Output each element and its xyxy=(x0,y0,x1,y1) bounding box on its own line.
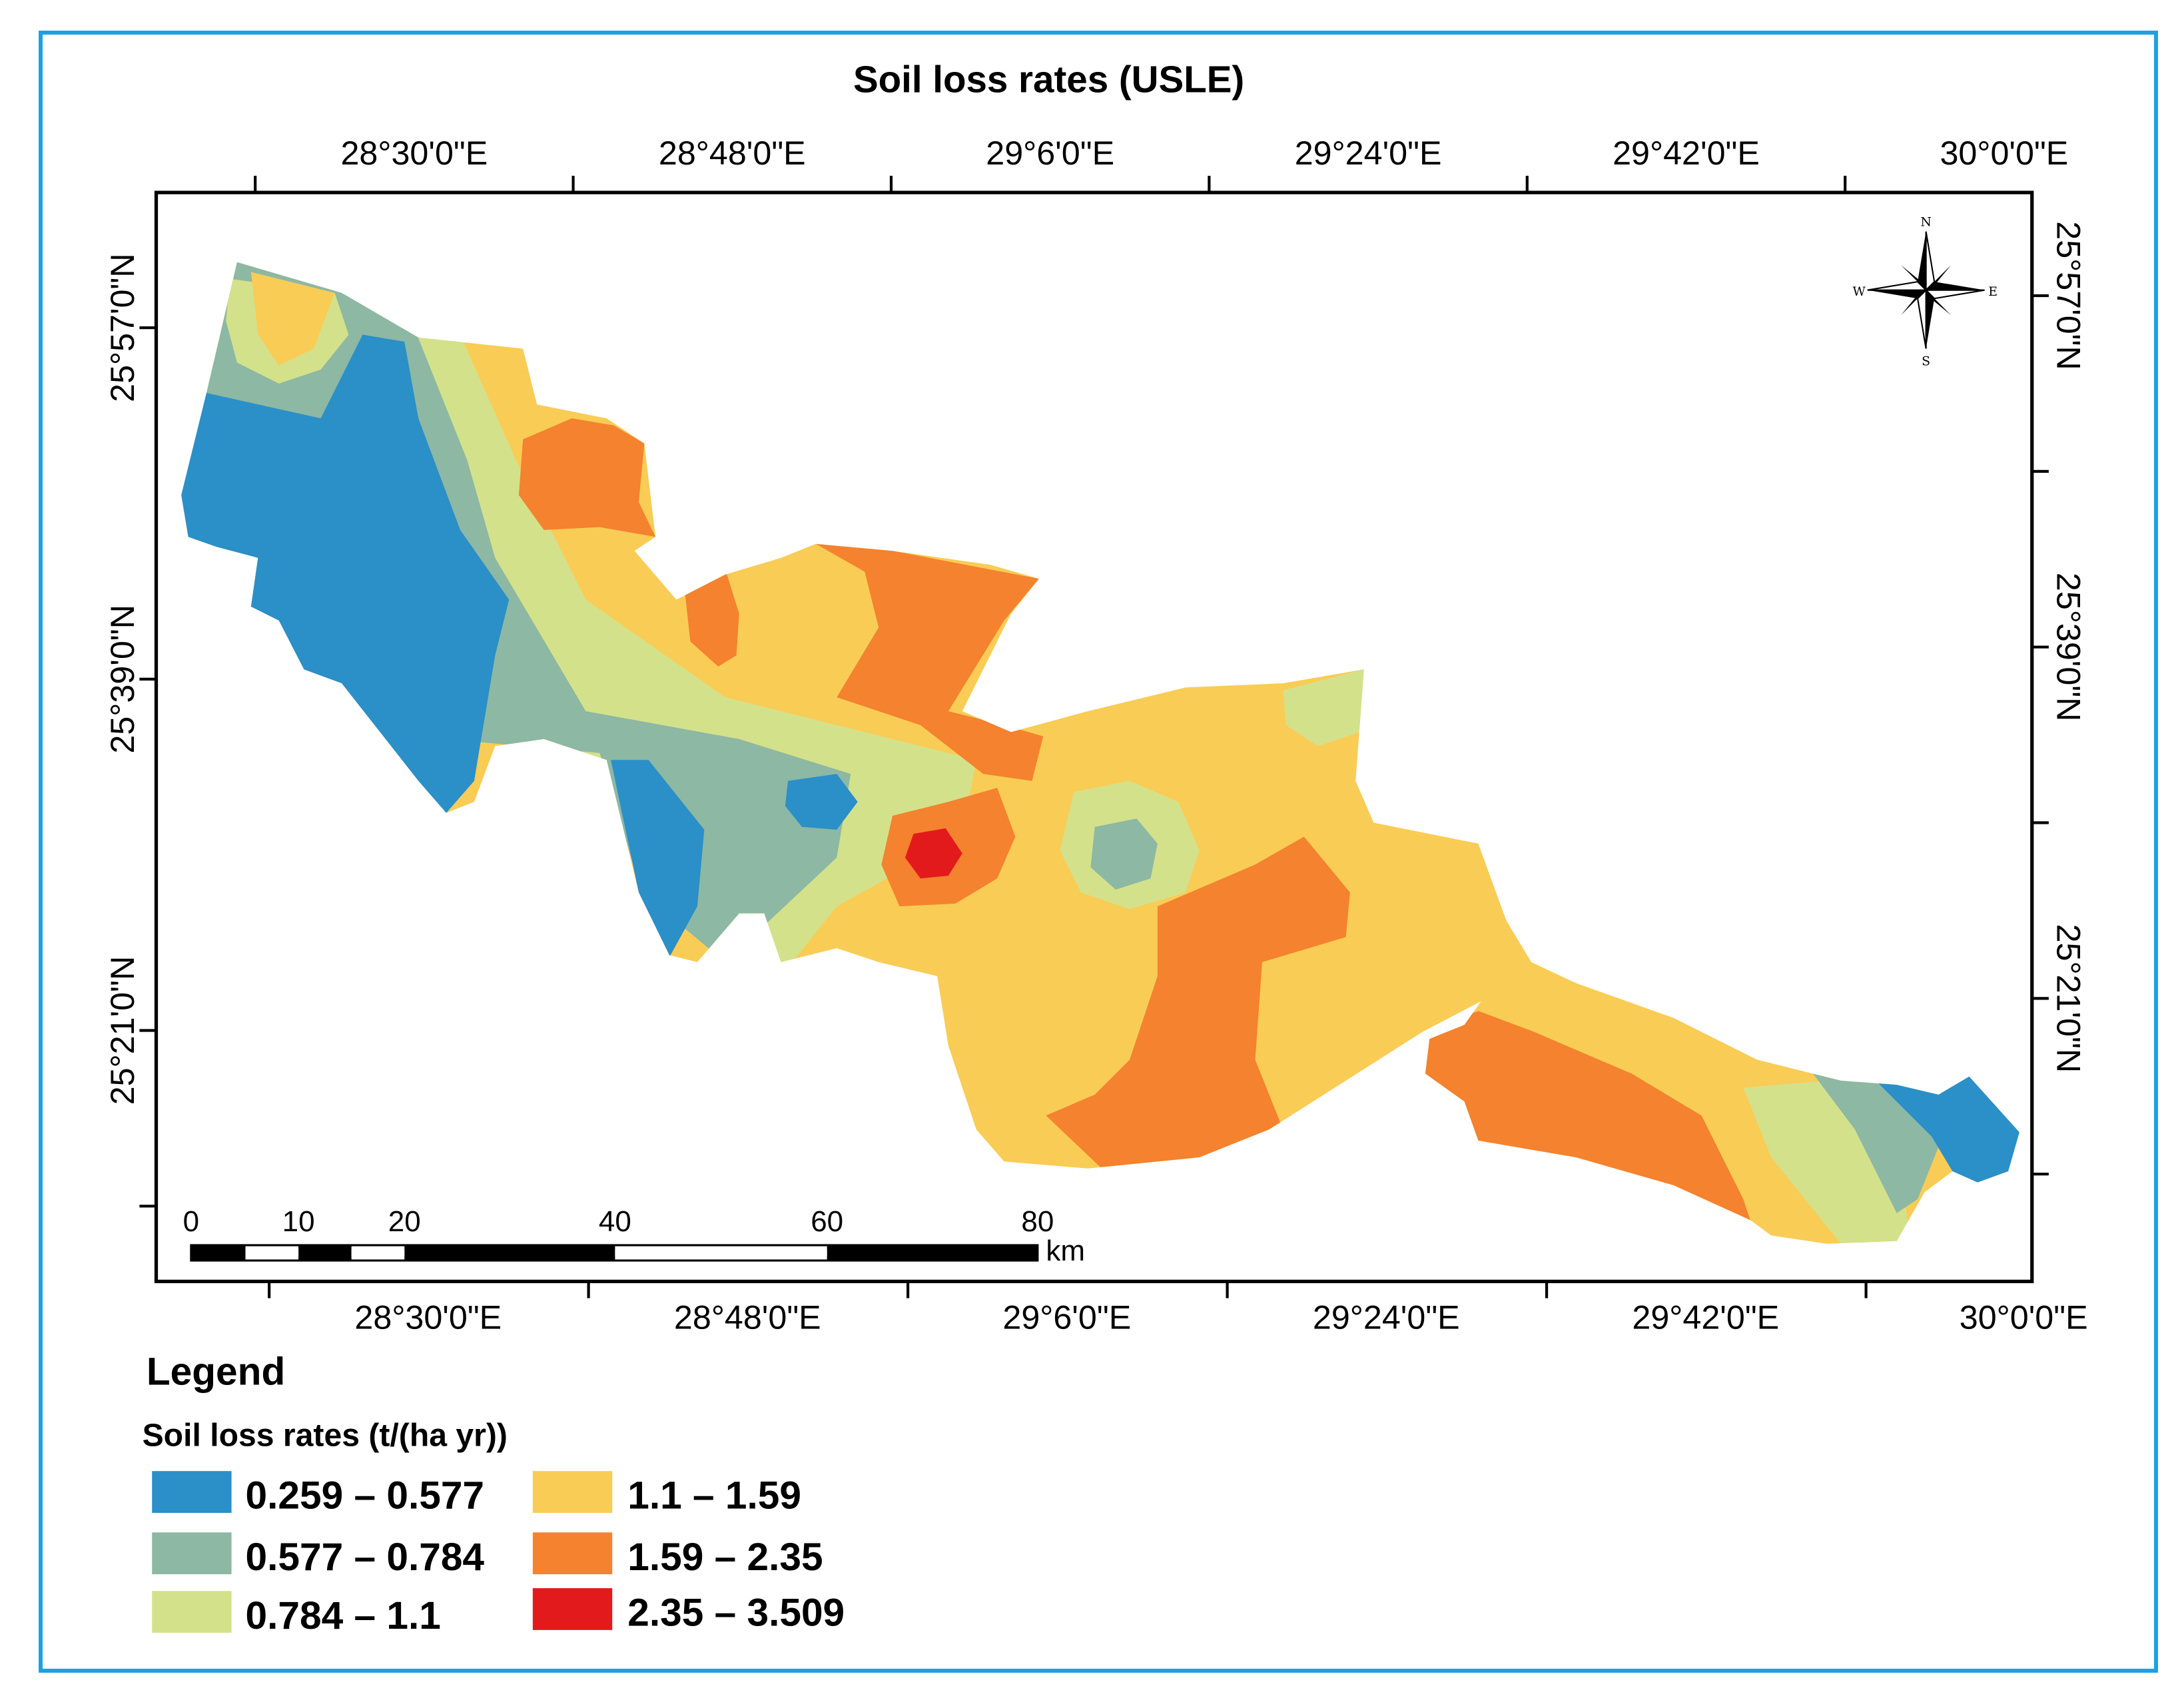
scale-tick-label: 10 xyxy=(282,1205,315,1238)
scale-tick-label: 0 xyxy=(183,1205,199,1238)
zone-class-1-center xyxy=(785,774,858,830)
lon-label-bottom: 29°24'0"E xyxy=(1313,1299,1460,1336)
legend-swatch-0 xyxy=(152,1471,232,1513)
lon-label-top: 28°48'0"E xyxy=(659,135,806,172)
legend-swatch-2 xyxy=(152,1591,232,1633)
map-title: Soil loss rates (USLE) xyxy=(853,58,1244,100)
legend-label: 0.577 – 0.784 xyxy=(246,1536,485,1579)
lat-label-right: 25°57'0"N xyxy=(2049,221,2087,370)
lat-label-right: 25°39'0"N xyxy=(2049,573,2087,722)
compass-s: S xyxy=(1922,355,1930,369)
bottom-longitude-labels: 28°30'0"E 28°48'0"E 29°6'0"E 29°24'0"E 2… xyxy=(354,1299,2087,1336)
scale-tick-label: 60 xyxy=(811,1205,843,1238)
zone-class-5-east xyxy=(1422,1011,1758,1241)
scale-bar: 0 10 20 40 60 80 km xyxy=(183,1205,1085,1267)
legend-label: 2.35 – 3.509 xyxy=(627,1591,845,1635)
zone-class-5-spot xyxy=(683,569,739,667)
lon-label-bottom: 29°42'0"E xyxy=(1632,1299,1779,1336)
zone-class-3-northeast xyxy=(1283,669,1364,746)
compass-n: N xyxy=(1920,215,1931,229)
legend-heading: Legend xyxy=(147,1350,285,1393)
lon-label-top: 29°42'0"E xyxy=(1613,135,1760,172)
lat-label-left: 25°57'0"N xyxy=(104,253,141,402)
lon-label-top: 28°30'0"E xyxy=(340,135,488,172)
legend-subtitle: Soil loss rates (t/(ha yr)) xyxy=(143,1417,508,1453)
lon-label-top: 29°24'0"E xyxy=(1295,135,1442,172)
scale-tick-label: 40 xyxy=(599,1205,631,1238)
legend-swatch-5 xyxy=(532,1588,613,1630)
legend-label: 0.259 – 0.577 xyxy=(246,1474,485,1518)
lon-label-top: 30°0'0"E xyxy=(1940,135,2068,172)
compass-w: W xyxy=(1852,285,1866,299)
zone-class-5-north-central xyxy=(815,543,1044,781)
lon-label-bottom: 30°0'0"E xyxy=(1960,1299,2088,1336)
legend-swatch-4 xyxy=(532,1532,613,1575)
zone-class-1-southwest xyxy=(611,760,705,962)
right-latitude-labels: 25°57'0"N 25°39'0"N 25°21'0"N xyxy=(2049,221,2087,1073)
legend-swatch-1 xyxy=(152,1532,232,1575)
legend-label: 1.59 – 2.35 xyxy=(627,1536,823,1579)
north-arrow-icon: N S E W xyxy=(1852,215,1998,368)
zone-class-1-east xyxy=(1876,1076,2019,1183)
zone-class-5-north xyxy=(518,418,656,537)
zone-class-2-center xyxy=(1090,818,1158,890)
scale-tick-label: 80 xyxy=(1021,1205,1054,1238)
top-longitude-labels: 28°30'0"E 28°48'0"E 29°6'0"E 29°24'0"E 2… xyxy=(340,135,2068,172)
map-frame xyxy=(39,31,2158,1673)
lat-label-left: 25°39'0"N xyxy=(104,605,141,754)
lon-label-bottom: 28°48'0"E xyxy=(674,1299,821,1336)
graticule-ticks xyxy=(139,175,2049,1298)
legend: Legend Soil loss rates (t/(ha yr)) 0.259… xyxy=(143,1350,845,1637)
lat-label-left: 25°21'0"N xyxy=(104,956,141,1105)
zone-class-4-north xyxy=(250,272,335,366)
lon-label-bottom: 28°30'0"E xyxy=(354,1299,502,1336)
lon-label-top: 29°6'0"E xyxy=(986,135,1114,172)
zone-class-6-hotspot xyxy=(905,828,962,879)
left-latitude-labels: 25°57'0"N 25°39'0"N 25°21'0"N xyxy=(104,253,141,1105)
legend-label: 0.784 – 1.1 xyxy=(246,1594,441,1637)
lon-label-bottom: 29°6'0"E xyxy=(1002,1299,1131,1336)
scale-unit: km xyxy=(1046,1235,1085,1267)
compass-e: E xyxy=(1988,285,1998,299)
legend-swatch-3 xyxy=(532,1471,613,1513)
scale-tick-label: 20 xyxy=(388,1205,421,1238)
zone-class-5-south-central xyxy=(1046,836,1350,1169)
zone-class-1-west xyxy=(181,334,510,813)
legend-label: 1.1 – 1.59 xyxy=(627,1474,801,1518)
lat-label-right: 25°21'0"N xyxy=(2049,924,2087,1073)
